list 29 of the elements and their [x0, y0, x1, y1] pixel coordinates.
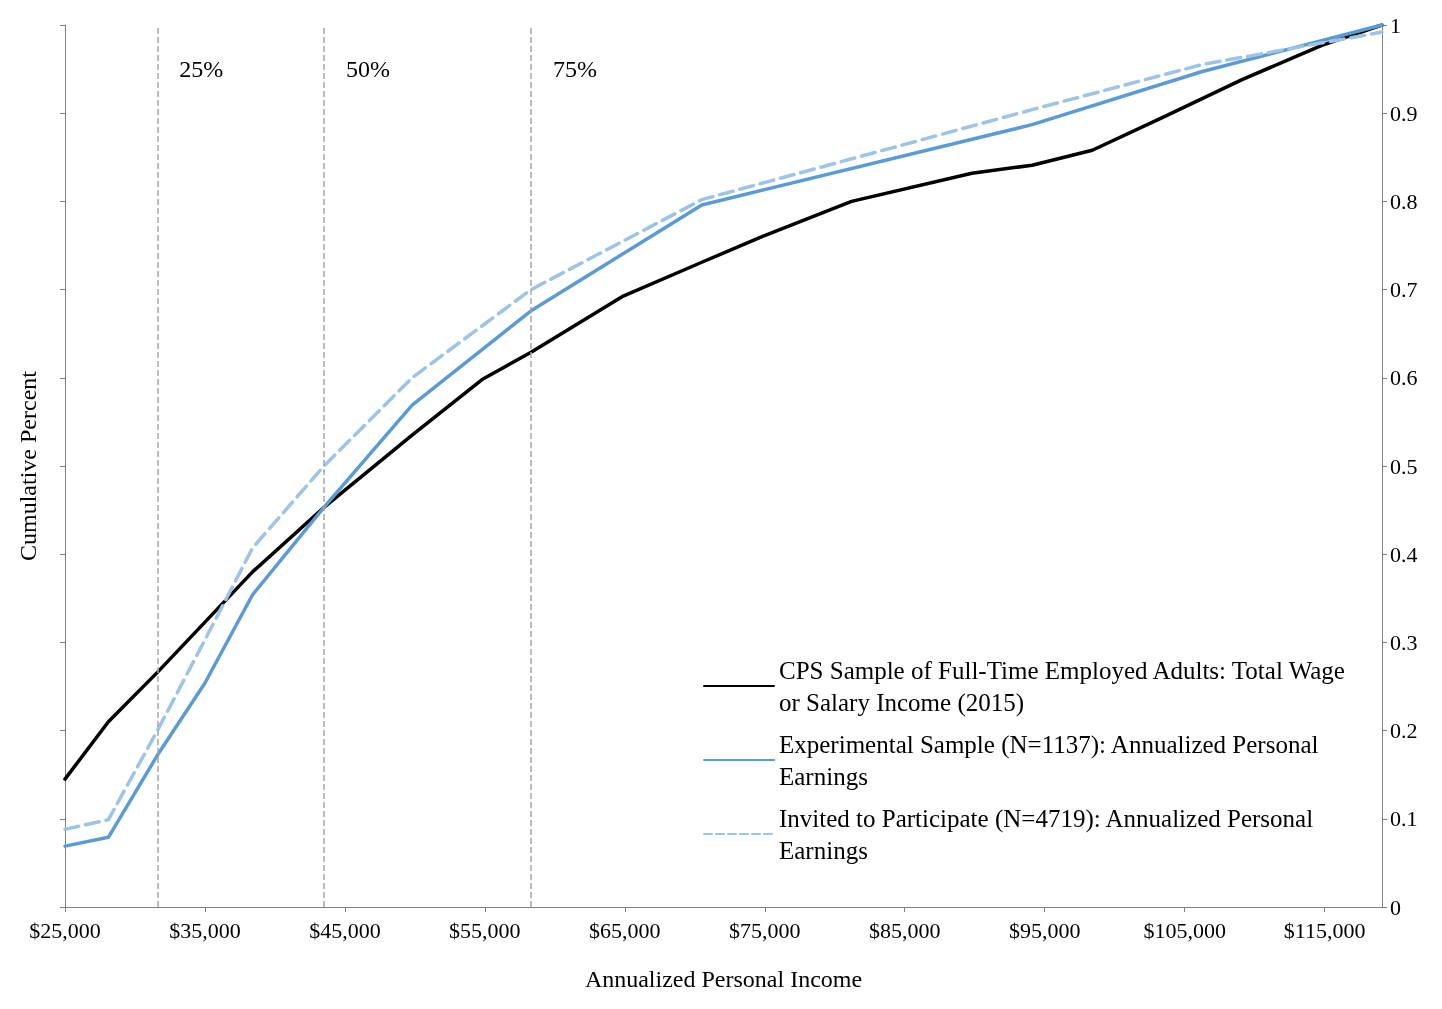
- x-tick-label: $55,000: [449, 917, 521, 943]
- x-tick-label: $35,000: [169, 917, 241, 943]
- x-tick-label: $45,000: [309, 917, 381, 943]
- y-axis-title: Cumulative Percent: [15, 370, 41, 561]
- y-tick-label: 1: [1390, 12, 1401, 38]
- y-tick-label: 0.8: [1390, 188, 1418, 214]
- x-tick-label: $65,000: [589, 917, 661, 943]
- x-tick-label: $115,000: [1283, 917, 1366, 943]
- y-tick-label: 0.1: [1390, 806, 1418, 832]
- annotation: 25%: [179, 56, 224, 83]
- y-tick-label: 0.7: [1390, 277, 1418, 303]
- y-tick-label: 0.9: [1390, 100, 1418, 126]
- annotation: 75%: [553, 56, 598, 83]
- y-tick-label: 0.6: [1390, 365, 1418, 391]
- legend-label: CPS Sample of Full-Time Employed Adults: Total Wage or Salary Income (2015): [779, 656, 1352, 717]
- x-tick-label: $25,000: [29, 917, 101, 943]
- x-tick-label: $75,000: [729, 917, 801, 943]
- y-tick-label: 0.4: [1390, 541, 1418, 567]
- y-tick-label: 0: [1390, 894, 1401, 920]
- x-axis-title: Annualized Personal Income: [584, 966, 863, 992]
- y-tick-label: 0.2: [1390, 718, 1418, 744]
- annotation: 50%: [345, 56, 390, 83]
- y-tick-label: 0.5: [1390, 453, 1418, 479]
- legend-label: Invited to Participate (N=4719): Annualized Personal Earnings: [779, 804, 1320, 864]
- x-tick-label: $105,000: [1143, 917, 1226, 943]
- y-tick-label: 0.3: [1390, 629, 1418, 655]
- x-tick-label: $85,000: [868, 917, 941, 943]
- legend-label: Experimental Sample (N=1137): Annualized Personal Earnings: [779, 730, 1325, 790]
- x-tick-label: $95,000: [1008, 917, 1081, 943]
